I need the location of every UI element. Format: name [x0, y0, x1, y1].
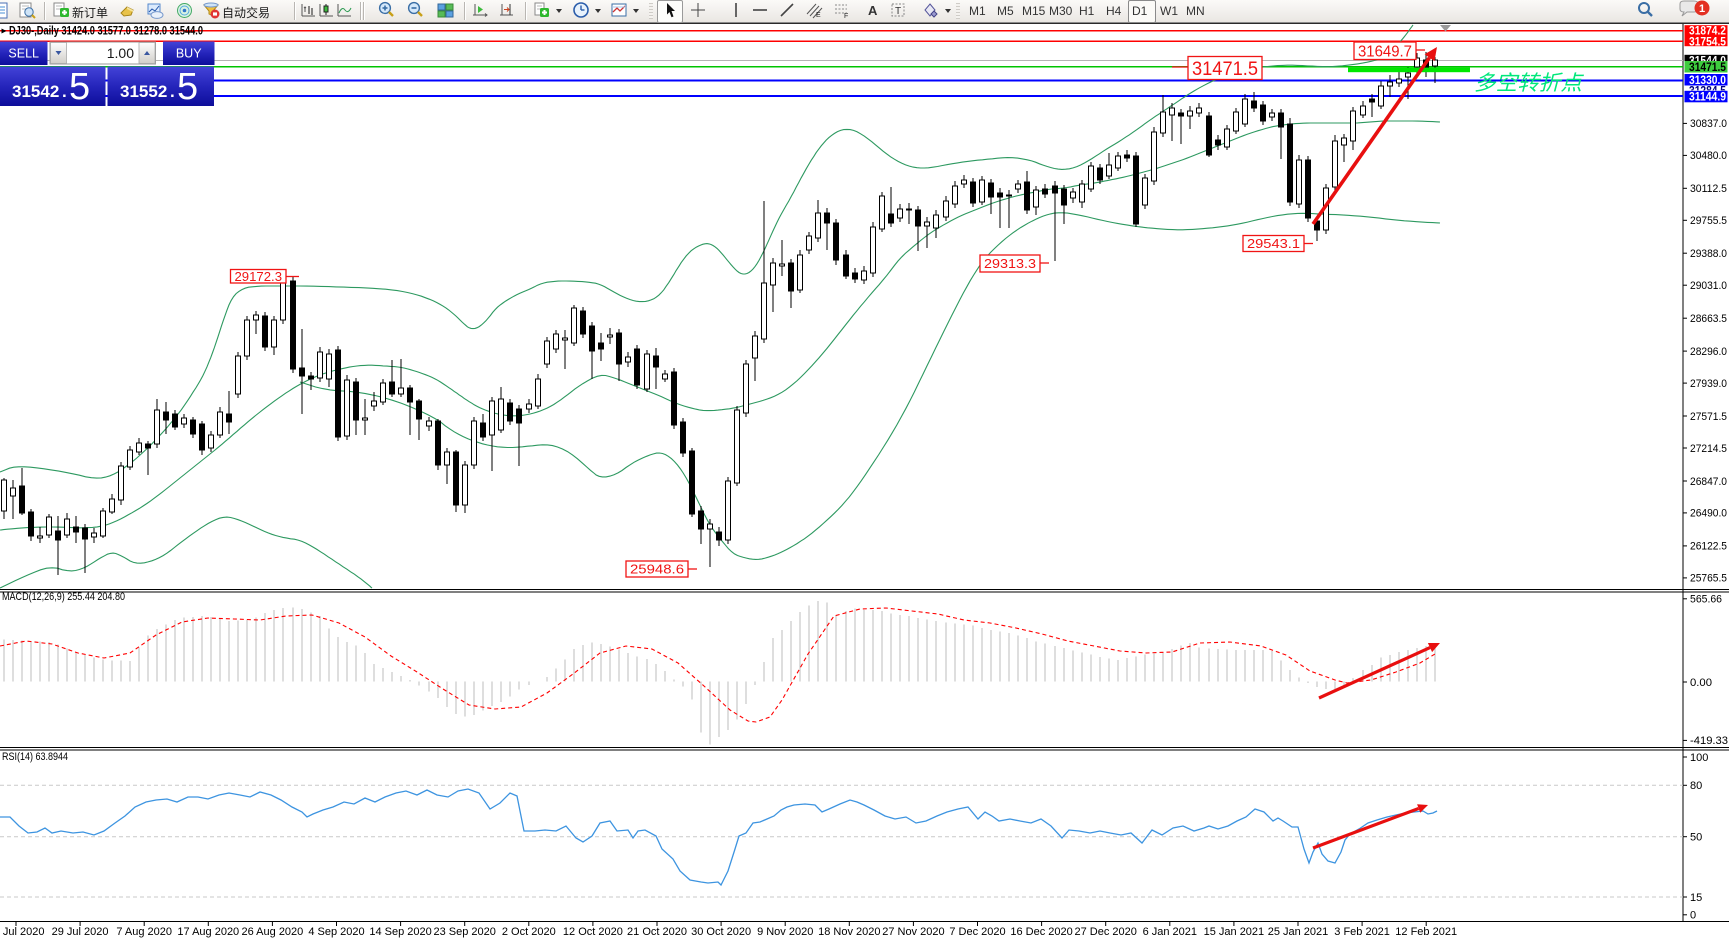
svg-text:.: . — [62, 82, 67, 101]
svg-text:50: 50 — [1690, 832, 1702, 844]
svg-text:DJ30-,Daily 31424.0 31577.0 3: DJ30-,Daily 31424.0 31577.0 31278.0 3154… — [9, 24, 203, 38]
svg-text:565.66: 565.66 — [1690, 594, 1722, 606]
svg-text:31754.5: 31754.5 — [1689, 36, 1727, 48]
svg-text:28663.5: 28663.5 — [1690, 313, 1727, 325]
svg-text:T: T — [895, 6, 901, 17]
svg-text:30837.0: 30837.0 — [1690, 118, 1727, 130]
svg-text:6 Jan 2021: 6 Jan 2021 — [1143, 926, 1197, 938]
svg-text:27939.0: 27939.0 — [1690, 378, 1727, 390]
svg-text:100: 100 — [1690, 752, 1708, 764]
svg-text:SELL: SELL — [8, 47, 39, 61]
svg-text:29388.0: 29388.0 — [1690, 248, 1727, 260]
svg-text:31144.9: 31144.9 — [1689, 92, 1726, 104]
svg-text:1: 1 — [1699, 3, 1705, 15]
svg-text:31542: 31542 — [12, 82, 59, 101]
svg-text:18 Nov 2020: 18 Nov 2020 — [818, 926, 880, 938]
svg-text:2 Oct 2020: 2 Oct 2020 — [502, 926, 556, 938]
svg-text:20 Jul 2020: 20 Jul 2020 — [0, 926, 44, 938]
svg-text:E: E — [816, 12, 821, 19]
svg-text:27214.5: 27214.5 — [1690, 443, 1727, 455]
svg-text:31552: 31552 — [120, 82, 167, 101]
svg-text:29172.3: 29172.3 — [235, 270, 283, 284]
svg-text:26490.0: 26490.0 — [1690, 508, 1727, 520]
svg-text:31471.5: 31471.5 — [1192, 59, 1258, 80]
svg-text:14 Sep 2020: 14 Sep 2020 — [369, 926, 431, 938]
svg-text:BUY: BUY — [176, 47, 202, 61]
svg-text:25765.5: 25765.5 — [1690, 573, 1727, 585]
svg-text:27571.5: 27571.5 — [1690, 411, 1727, 423]
svg-text:9 Nov 2020: 9 Nov 2020 — [757, 926, 813, 938]
svg-text:29313.3: 29313.3 — [984, 257, 1036, 271]
svg-text:12 Oct 2020: 12 Oct 2020 — [563, 926, 623, 938]
svg-text:80: 80 — [1690, 780, 1702, 792]
svg-text:0: 0 — [1690, 910, 1696, 922]
svg-text:17 Aug 2020: 17 Aug 2020 — [177, 926, 239, 938]
svg-text:30 Oct 2020: 30 Oct 2020 — [691, 926, 751, 938]
svg-text:29755.5: 29755.5 — [1690, 215, 1727, 227]
svg-text:5: 5 — [177, 66, 198, 108]
svg-text:31874.2: 31874.2 — [1689, 26, 1726, 38]
svg-text:28296.0: 28296.0 — [1690, 346, 1727, 358]
svg-text:27 Dec 2020: 27 Dec 2020 — [1075, 926, 1137, 938]
svg-text:-419.33: -419.33 — [1690, 735, 1728, 747]
svg-text:31471.5: 31471.5 — [1689, 62, 1727, 74]
svg-text:7 Dec 2020: 7 Dec 2020 — [949, 926, 1005, 938]
svg-text:30480.0: 30480.0 — [1690, 150, 1727, 162]
svg-text:29543.1: 29543.1 — [1247, 237, 1300, 251]
svg-text:26847.0: 26847.0 — [1690, 476, 1727, 488]
svg-text:31284.5: 31284.5 — [1689, 86, 1727, 98]
svg-text:25948.6: 25948.6 — [630, 563, 684, 577]
svg-text:31330.0: 31330.0 — [1689, 75, 1726, 87]
svg-text:4 Sep 2020: 4 Sep 2020 — [308, 926, 364, 938]
svg-text:25 Jan 2021: 25 Jan 2021 — [1268, 926, 1329, 938]
svg-text:31649.7: 31649.7 — [1358, 44, 1412, 61]
svg-text:29 Jul 2020: 29 Jul 2020 — [52, 926, 109, 938]
svg-text:3 Feb 2021: 3 Feb 2021 — [1334, 926, 1390, 938]
svg-text:27 Nov 2020: 27 Nov 2020 — [882, 926, 944, 938]
svg-text:0.00: 0.00 — [1690, 677, 1712, 689]
svg-text:F: F — [844, 13, 848, 19]
svg-text:29031.0: 29031.0 — [1690, 280, 1727, 292]
svg-text:.: . — [170, 82, 175, 101]
svg-text:26 Aug 2020: 26 Aug 2020 — [242, 926, 304, 938]
svg-text:30112.5: 30112.5 — [1690, 183, 1727, 195]
svg-text:5: 5 — [69, 66, 90, 108]
svg-text:23 Sep 2020: 23 Sep 2020 — [434, 926, 496, 938]
svg-text:12 Feb 2021: 12 Feb 2021 — [1395, 926, 1457, 938]
svg-text:RSI(14) 63.8944: RSI(14) 63.8944 — [2, 751, 68, 763]
svg-text:多空转折点: 多空转折点 — [1474, 72, 1584, 95]
svg-text:15: 15 — [1690, 892, 1702, 904]
svg-text:MACD(12,26,9) 255.44 204.80: MACD(12,26,9) 255.44 204.80 — [2, 591, 125, 603]
svg-text:15 Jan 2021: 15 Jan 2021 — [1204, 926, 1265, 938]
svg-text:16 Dec 2020: 16 Dec 2020 — [1010, 926, 1072, 938]
svg-text:7 Aug 2020: 7 Aug 2020 — [116, 926, 172, 938]
svg-text:1.00: 1.00 — [107, 45, 134, 61]
svg-text:26122.5: 26122.5 — [1690, 541, 1727, 553]
svg-text:21 Oct 2020: 21 Oct 2020 — [627, 926, 687, 938]
